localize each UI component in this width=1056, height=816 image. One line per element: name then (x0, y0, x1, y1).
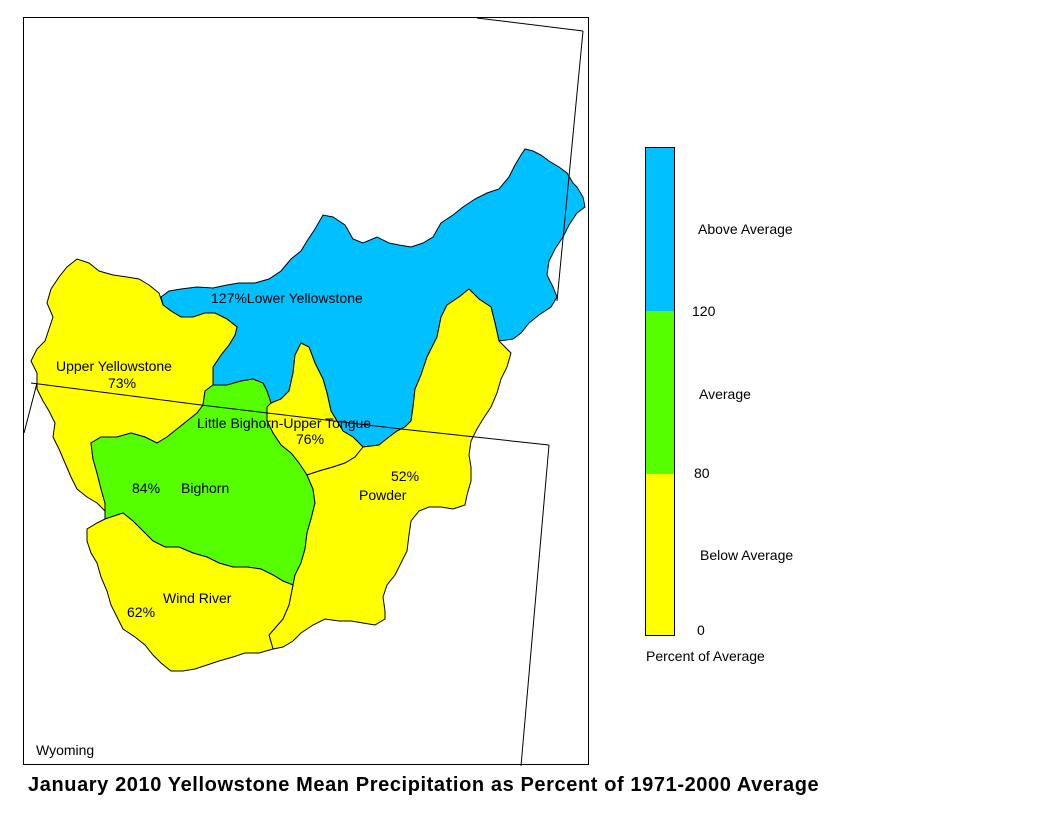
legend-title: Percent of Average (646, 648, 765, 664)
label-bighorn-percent: 84% (132, 480, 160, 496)
legend-break-0: 0 (697, 622, 705, 638)
label-upper-yellowstone-percent: 73% (108, 375, 136, 391)
label-lower-yellowstone: 127%Lower Yellowstone (211, 290, 363, 306)
state-label: Wyoming (36, 742, 95, 758)
label-upper-yellowstone-name: Upper Yellowstone (56, 358, 172, 374)
label-wind-river-name: Wind River (163, 590, 232, 606)
legend-break-120: 120 (692, 303, 716, 319)
state-boundary-west (24, 382, 38, 434)
legend-label-below: Below Average (700, 547, 794, 563)
legend-break-80: 80 (694, 465, 710, 481)
label-powder-percent: 52% (391, 468, 419, 484)
legend-color-bar (645, 147, 675, 636)
basin-wind-river[interactable] (86, 512, 294, 672)
legend-swatch-average (646, 311, 674, 474)
basin-powder[interactable] (268, 288, 512, 650)
projection-edge-right (556, 30, 584, 302)
legend-label-average: Average (699, 386, 751, 402)
state-boundary-east (520, 444, 550, 766)
label-powder-name: Powder (359, 487, 407, 503)
basin-map: 127%Lower Yellowstone Upper Yellowstone … (24, 18, 586, 766)
label-little-bighorn-percent: 76% (296, 431, 324, 447)
label-wind-river-percent: 62% (127, 604, 155, 620)
map-title: January 2010 Yellowstone Mean Precipitat… (28, 774, 820, 796)
legend-swatch-below (646, 474, 674, 635)
legend-label-above: Above Average (698, 221, 793, 237)
label-bighorn-name: Bighorn (181, 480, 229, 496)
state-boundary-north (30, 382, 550, 446)
legend-swatch-above (646, 148, 674, 311)
map-frame: 127%Lower Yellowstone Upper Yellowstone … (23, 17, 589, 766)
projection-edge-top (476, 18, 584, 32)
label-little-bighorn-name: Little Bighorn-Upper Tongue (197, 415, 371, 431)
